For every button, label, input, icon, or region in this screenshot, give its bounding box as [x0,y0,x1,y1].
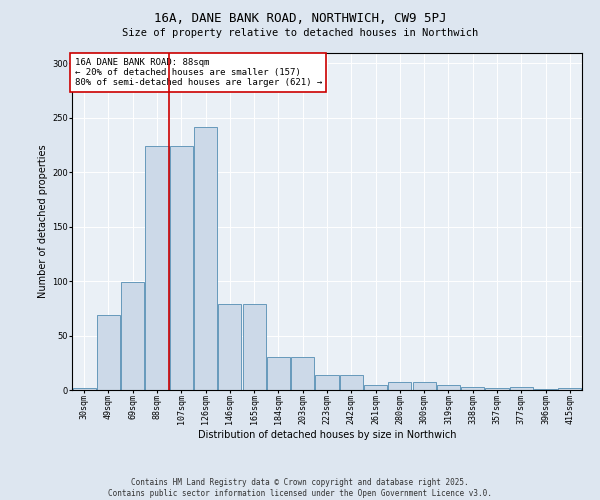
Text: 16A, DANE BANK ROAD, NORTHWICH, CW9 5PJ: 16A, DANE BANK ROAD, NORTHWICH, CW9 5PJ [154,12,446,26]
Bar [461,386,484,390]
Bar [97,315,120,390]
Bar [121,282,144,390]
Bar [218,304,241,390]
Text: Contains HM Land Registry data © Crown copyright and database right 2025.
Contai: Contains HM Land Registry data © Crown c… [108,478,492,498]
Bar [388,382,412,390]
Bar [145,146,169,390]
Bar [364,384,387,390]
Bar [510,386,533,390]
Bar [316,375,338,390]
Bar [170,146,193,390]
Bar [242,304,266,390]
Bar [437,384,460,390]
Y-axis label: Number of detached properties: Number of detached properties [38,144,48,298]
Bar [485,388,509,390]
X-axis label: Distribution of detached houses by size in Northwich: Distribution of detached houses by size … [198,430,456,440]
Bar [413,382,436,390]
Text: Size of property relative to detached houses in Northwich: Size of property relative to detached ho… [122,28,478,38]
Bar [194,126,217,390]
Bar [291,358,314,390]
Bar [534,389,557,390]
Text: 16A DANE BANK ROAD: 88sqm
← 20% of detached houses are smaller (157)
80% of semi: 16A DANE BANK ROAD: 88sqm ← 20% of detac… [74,58,322,88]
Bar [559,388,581,390]
Bar [73,388,95,390]
Bar [267,358,290,390]
Bar [340,375,363,390]
